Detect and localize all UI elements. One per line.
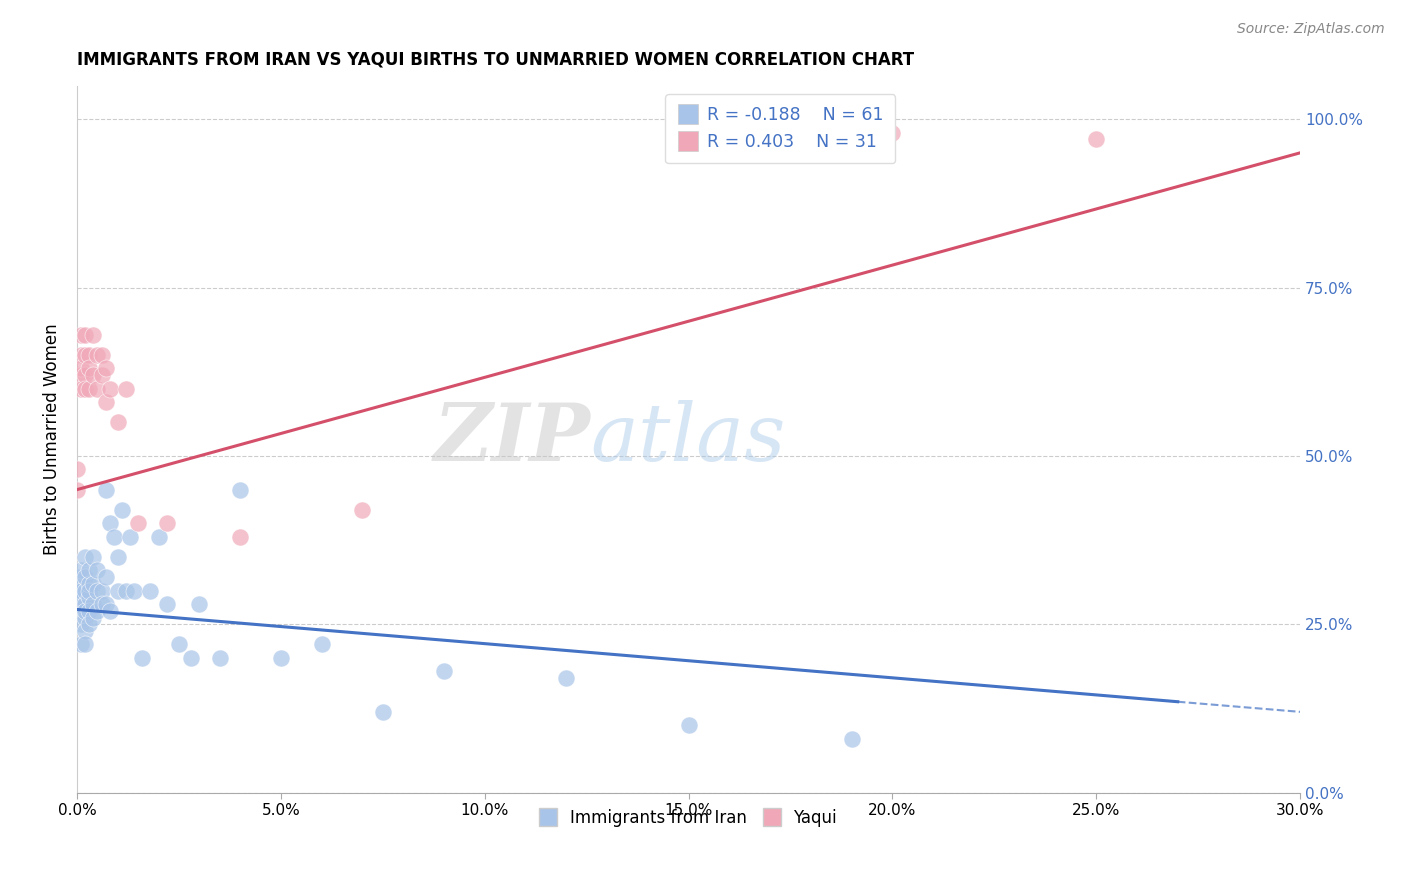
Point (82, 327, 104, 342)
Point (66, 462, 89, 476)
Point (122, 583, 145, 598)
Point (79, 577, 101, 591)
Text: ZIP: ZIP (434, 401, 591, 478)
Point (270, 651, 292, 665)
Point (82, 597, 104, 611)
Point (371, 705, 394, 719)
Point (70, 604, 93, 618)
Point (139, 583, 162, 598)
Point (98, 604, 121, 618)
Point (79, 583, 101, 598)
Point (90, 597, 112, 611)
Point (82, 549, 104, 564)
Point (882, 126, 904, 140)
Point (115, 382, 138, 396)
Point (148, 530, 170, 544)
Point (94, 395, 117, 409)
Point (79, 591, 101, 605)
Point (841, 731, 863, 746)
Point (70, 382, 93, 396)
Point (86, 563, 108, 577)
Text: Source: ZipAtlas.com: Source: ZipAtlas.com (1237, 22, 1385, 37)
Point (115, 583, 138, 598)
Point (107, 583, 129, 598)
Point (678, 718, 700, 732)
Legend: Immigrants from Iran, Yaqui: Immigrants from Iran, Yaqui (533, 803, 844, 834)
Point (66, 483, 89, 497)
Point (75, 549, 97, 564)
Point (167, 638, 190, 652)
Point (156, 516, 179, 531)
Y-axis label: Births to Unmarried Women: Births to Unmarried Women (44, 323, 60, 555)
Point (79, 348, 101, 362)
Point (98, 382, 121, 396)
Point (75, 570, 97, 584)
Point (79, 604, 101, 618)
Point (70, 348, 93, 362)
Point (90, 583, 112, 598)
Point (79, 361, 101, 376)
Point (66, 570, 89, 584)
Point (75, 348, 97, 362)
Point (70, 368, 93, 383)
Point (75, 597, 97, 611)
Point (79, 563, 101, 577)
Point (98, 516, 121, 531)
Point (107, 549, 129, 564)
Point (86, 583, 108, 598)
Point (86, 348, 108, 362)
Point (79, 617, 101, 632)
Text: IMMIGRANTS FROM IRAN VS YAQUI BIRTHS TO UNMARRIED WOMEN CORRELATION CHART: IMMIGRANTS FROM IRAN VS YAQUI BIRTHS TO … (77, 51, 914, 69)
Point (90, 368, 112, 383)
Point (70, 563, 93, 577)
Point (188, 597, 211, 611)
Point (94, 597, 117, 611)
Point (79, 382, 101, 396)
Point (70, 583, 93, 598)
Point (156, 597, 179, 611)
Point (131, 651, 153, 665)
Point (127, 516, 149, 531)
Text: atlas: atlas (591, 401, 786, 478)
Point (75, 610, 97, 624)
Point (86, 604, 108, 618)
Point (82, 610, 104, 624)
Point (70, 577, 93, 591)
Point (94, 361, 117, 376)
Point (107, 415, 129, 429)
Point (90, 348, 112, 362)
Point (70, 327, 93, 342)
Point (229, 530, 252, 544)
Point (75, 583, 97, 598)
Point (75, 638, 97, 652)
Point (229, 483, 252, 497)
Point (120, 530, 142, 544)
Point (70, 591, 93, 605)
Point (352, 503, 374, 517)
Point (75, 368, 97, 383)
Point (208, 651, 231, 665)
Point (311, 638, 333, 652)
Point (94, 483, 117, 497)
Point (111, 503, 134, 517)
Point (70, 361, 93, 376)
Point (66, 597, 89, 611)
Point (94, 570, 117, 584)
Point (103, 530, 125, 544)
Point (70, 638, 93, 652)
Point (66, 583, 89, 598)
Point (70, 617, 93, 632)
Point (180, 651, 202, 665)
Point (82, 368, 104, 383)
Point (433, 665, 456, 679)
Point (86, 382, 108, 396)
Point (75, 327, 97, 342)
Point (75, 382, 97, 396)
Point (75, 624, 97, 638)
Point (555, 671, 578, 685)
Point (75, 604, 97, 618)
Point (82, 577, 104, 591)
Point (1085, 132, 1108, 146)
